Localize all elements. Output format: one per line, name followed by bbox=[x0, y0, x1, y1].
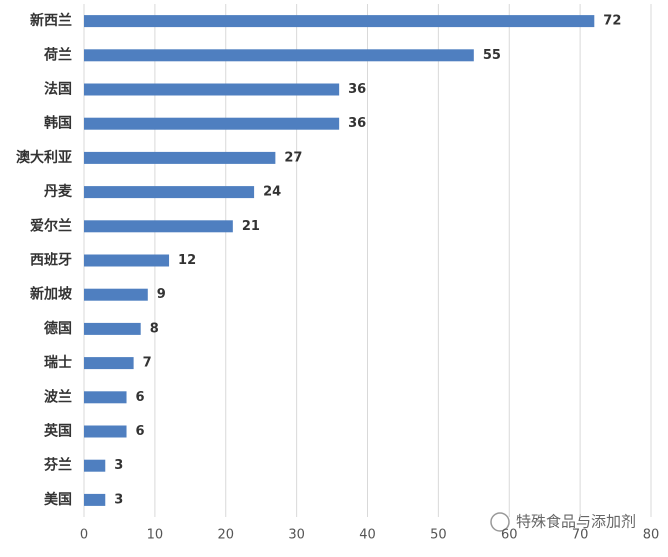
data-label: 3 bbox=[114, 492, 123, 507]
data-label: 55 bbox=[483, 48, 501, 63]
y-tick-label: 新加坡 bbox=[30, 286, 73, 303]
x-tick-label: 50 bbox=[430, 528, 447, 543]
y-tick-label: 波兰 bbox=[44, 388, 72, 405]
x-tick-label: 30 bbox=[288, 528, 305, 543]
y-tick-label: 新西兰 bbox=[30, 12, 72, 29]
data-label: 6 bbox=[136, 424, 145, 439]
y-tick-label: 荷兰 bbox=[43, 46, 72, 63]
x-tick-label: 10 bbox=[147, 528, 164, 543]
bar bbox=[84, 186, 255, 199]
y-tick-label: 芬兰 bbox=[43, 457, 72, 474]
x-tick-label: 20 bbox=[217, 528, 234, 543]
bar bbox=[84, 493, 106, 506]
y-tick-label: 法国 bbox=[44, 81, 72, 98]
y-tick-label: 韩国 bbox=[44, 115, 72, 132]
y-tick-label: 西班牙 bbox=[30, 252, 72, 269]
bar bbox=[84, 357, 134, 370]
bar bbox=[84, 83, 340, 96]
watermark-icon bbox=[490, 512, 510, 532]
y-tick-label: 瑞士 bbox=[44, 354, 72, 371]
x-tick-label: 60 bbox=[501, 528, 518, 543]
y-tick-label: 美国 bbox=[44, 491, 72, 508]
data-label: 8 bbox=[150, 321, 159, 336]
data-label: 27 bbox=[284, 150, 302, 165]
y-tick-label: 爱尔兰 bbox=[30, 217, 72, 234]
bar bbox=[84, 151, 276, 164]
data-label: 72 bbox=[603, 14, 621, 29]
data-label: 24 bbox=[263, 185, 281, 200]
watermark-text: 特殊食品与添加剂 bbox=[516, 513, 636, 531]
bar bbox=[84, 322, 141, 335]
data-label: 3 bbox=[114, 458, 123, 473]
x-tick-label: 0 bbox=[80, 528, 88, 543]
bar bbox=[84, 254, 170, 267]
bar bbox=[84, 220, 233, 233]
data-label: 36 bbox=[348, 82, 366, 97]
data-label: 12 bbox=[178, 253, 196, 268]
data-label: 21 bbox=[242, 219, 260, 234]
watermark: 特殊食品与添加剂 bbox=[490, 512, 636, 532]
y-tick-label: 澳大利亚 bbox=[16, 149, 72, 166]
data-label: 9 bbox=[157, 287, 166, 302]
y-tick-label: 英国 bbox=[43, 423, 72, 440]
bar bbox=[84, 288, 148, 301]
y-tick-label: 丹麦 bbox=[44, 183, 73, 200]
bar bbox=[84, 391, 127, 404]
bar bbox=[84, 117, 340, 130]
bar bbox=[84, 15, 595, 28]
bar bbox=[84, 49, 474, 62]
x-tick-label: 40 bbox=[359, 528, 376, 543]
data-label: 36 bbox=[348, 116, 366, 131]
data-label: 6 bbox=[136, 390, 145, 405]
bar bbox=[84, 425, 127, 438]
data-label: 7 bbox=[143, 356, 152, 371]
y-tick-label: 德国 bbox=[44, 320, 72, 337]
x-tick-label: 70 bbox=[572, 528, 589, 543]
bar bbox=[84, 459, 106, 472]
x-tick-label: 80 bbox=[643, 528, 660, 543]
